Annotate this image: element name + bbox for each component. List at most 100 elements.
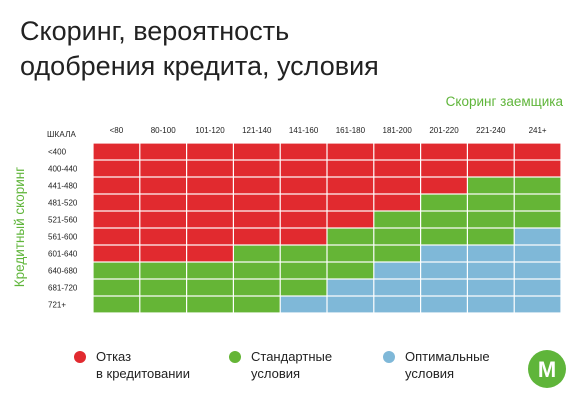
heatmap-cell (140, 211, 186, 228)
y-tick-label: 721+ (48, 301, 66, 310)
logo-letter: M (538, 357, 556, 382)
x-tick-label: 241+ (529, 126, 547, 135)
heatmap-cell (468, 177, 514, 194)
x-tick-label: 181-200 (383, 126, 413, 135)
heatmap-cell (468, 160, 514, 177)
legend-text-refusal: Отказ в кредитовании (96, 348, 246, 382)
heatmap-cell (280, 296, 327, 313)
heatmap-cell (280, 177, 327, 194)
heatmap-cell (187, 194, 233, 211)
heatmap-cell (514, 228, 561, 245)
heatmap-cell (327, 143, 374, 160)
heatmap-cell (93, 296, 140, 313)
legend-standard-line1: Стандартные (251, 349, 333, 364)
heatmap-cell (140, 194, 186, 211)
heatmap-cell (374, 296, 420, 313)
legend-standard: Стандартные условия (229, 348, 401, 382)
heatmap-cell (421, 160, 467, 177)
heatmap-cell (93, 279, 140, 296)
heatmap-cell (327, 279, 374, 296)
heatmap-cell (187, 262, 233, 279)
legend-text-optimal: Оптимальные условия (405, 348, 555, 382)
heatmap-cell (187, 160, 233, 177)
heatmap-cell (280, 143, 327, 160)
heatmap-cell (140, 160, 186, 177)
heatmap-cell (421, 245, 467, 262)
y-tick-label: 601-640 (48, 250, 78, 259)
heatmap-cell (187, 177, 233, 194)
heatmap-cell (374, 228, 420, 245)
heatmap-cell (140, 143, 186, 160)
heatmap-cell (187, 296, 233, 313)
heatmap-cell (514, 262, 561, 279)
heatmap-cell (140, 279, 186, 296)
heatmap-cell (93, 194, 140, 211)
title-line-2: одобрения кредита, условия (20, 51, 379, 81)
y-tick-label: 441-480 (48, 182, 78, 191)
heatmap-cell (187, 245, 233, 262)
heatmap-cell (327, 262, 374, 279)
y-tick-label: 561-600 (48, 233, 78, 242)
heatmap-cell (468, 245, 514, 262)
heatmap-cell (468, 228, 514, 245)
page-title: Скоринг, вероятность одобрения кредита, … (20, 14, 460, 84)
heatmap-cell (468, 262, 514, 279)
heatmap-cell (327, 177, 374, 194)
heatmap-cell (140, 296, 186, 313)
heatmap-cell (327, 228, 374, 245)
x-tick-label: 161-180 (336, 126, 366, 135)
legend-refusal-line1: Отказ (96, 349, 132, 364)
heatmap-cell (514, 143, 561, 160)
y-tick-label: 640-680 (48, 267, 78, 276)
x-tick-label: <80 (110, 126, 124, 135)
heatmap-cell (234, 228, 280, 245)
heatmap-cell (421, 194, 467, 211)
heatmap-cell (93, 262, 140, 279)
legend-dot-optimal (383, 351, 395, 363)
heatmap-cell (280, 160, 327, 177)
heatmap-cell (514, 279, 561, 296)
x-tick-label: 221-240 (476, 126, 506, 135)
heatmap-cell (374, 160, 420, 177)
y-tick-label: <400 (48, 148, 67, 157)
heatmap-cell (140, 262, 186, 279)
heatmap-cell (187, 279, 233, 296)
heatmap-cell (187, 143, 233, 160)
legend-dot-refusal (74, 351, 86, 363)
heatmap-cell (421, 262, 467, 279)
heatmap-cell (468, 194, 514, 211)
heatmap-cell (374, 279, 420, 296)
y-tick-label: 481-520 (48, 199, 78, 208)
x-axis-title: Скоринг заемщика (445, 94, 563, 109)
heatmap-cell (234, 279, 280, 296)
heatmap-cell (374, 177, 420, 194)
heatmap-cell (374, 211, 420, 228)
heatmap-cell (93, 228, 140, 245)
legend-optimal-line1: Оптимальные (405, 349, 490, 364)
heatmap-cell (93, 245, 140, 262)
heatmap-cell (327, 194, 374, 211)
heatmap-cell (374, 262, 420, 279)
y-tick-label: 521-560 (48, 216, 78, 225)
heatmap-cell (140, 245, 186, 262)
heatmap-cell (234, 143, 280, 160)
heatmap-cell (327, 211, 374, 228)
heatmap-cell (468, 211, 514, 228)
heatmap-cell (234, 245, 280, 262)
legend-text-standard: Стандартные условия (251, 348, 401, 382)
legend-optimal-line2: условия (405, 366, 455, 381)
logo-icon: M (528, 350, 566, 388)
legend-optimal: Оптимальные условия (383, 348, 555, 382)
heatmap-cell (93, 211, 140, 228)
heatmap-cell (514, 194, 561, 211)
heatmap-cell (468, 143, 514, 160)
heatmap-cell (280, 245, 327, 262)
heatmap-cell (374, 143, 420, 160)
heatmap-cell (93, 177, 140, 194)
legend-refusal: Отказ в кредитовании (74, 348, 246, 382)
heatmap-cell (421, 143, 467, 160)
heatmap-cell (280, 262, 327, 279)
heatmap-cell (327, 160, 374, 177)
heatmap-cell (468, 296, 514, 313)
